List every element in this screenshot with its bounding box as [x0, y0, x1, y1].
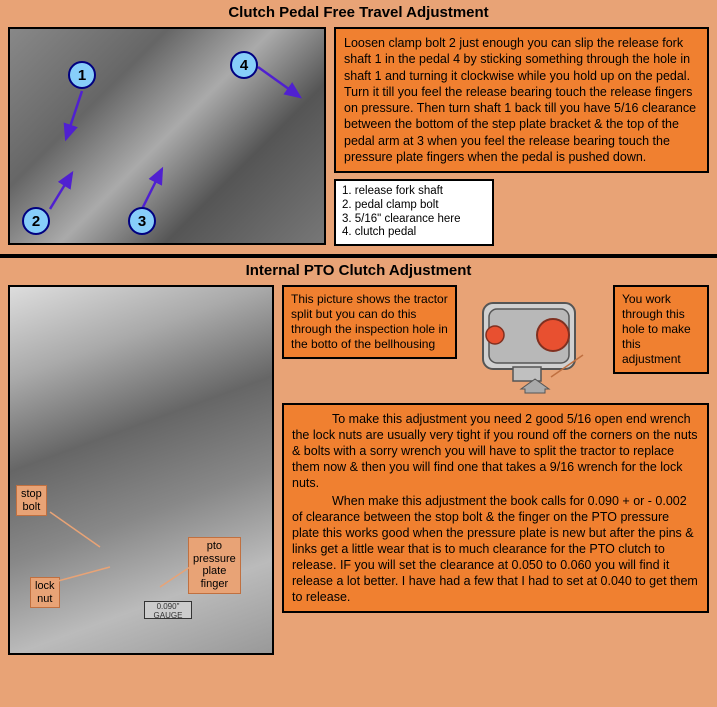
- clutch-legend: 1. release fork shaft 2. pedal clamp bol…: [334, 179, 494, 246]
- marker-1: 1: [68, 61, 96, 89]
- section2-right: This picture shows the tractor split but…: [282, 285, 709, 613]
- note-work-hole: You work through this hole to make this …: [613, 285, 709, 374]
- section1: 1 2 3 4 Loosen clamp bolt 2 just enough …: [0, 27, 717, 246]
- section2-top-row: This picture shows the tractor split but…: [282, 285, 709, 395]
- label-lock-nut: lock nut: [30, 577, 60, 608]
- clutch-instructions: Loosen clamp bolt 2 just enough you can …: [334, 27, 709, 173]
- section2: stop bolt lock nut pto pressure plate fi…: [0, 285, 717, 655]
- gauge-label: 0.090" GAUGE: [144, 601, 192, 619]
- section2-title: Internal PTO Clutch Adjustment: [0, 258, 717, 285]
- pto-p1: To make this adjustment you need 2 good …: [292, 411, 699, 491]
- legend-3: 3. 5/16" clearance here: [342, 213, 486, 227]
- marker-4: 4: [230, 51, 258, 79]
- section1-right: Loosen clamp bolt 2 just enough you can …: [334, 27, 709, 246]
- section2-row: stop bolt lock nut pto pressure plate fi…: [8, 285, 709, 655]
- label-stop-bolt: stop bolt: [16, 485, 47, 516]
- legend-2: 2. pedal clamp bolt: [342, 199, 486, 213]
- arrow-overlay: [10, 29, 324, 243]
- legend-1: 1. release fork shaft: [342, 185, 486, 199]
- section1-title: Clutch Pedal Free Travel Adjustment: [0, 0, 717, 27]
- pto-p2: When make this adjustment the book calls…: [292, 493, 699, 605]
- marker-2: 2: [22, 207, 50, 235]
- bellhousing-diagram: [465, 285, 605, 395]
- legend-4: 4. clutch pedal: [342, 226, 486, 240]
- note-inspection-hole: This picture shows the tractor split but…: [282, 285, 457, 359]
- pto-instructions: To make this adjustment you need 2 good …: [282, 403, 709, 613]
- clutch-pedal-photo: 1 2 3 4: [8, 27, 326, 245]
- pto-photo: stop bolt lock nut pto pressure plate fi…: [8, 285, 274, 655]
- label-pto-finger: pto pressure plate finger: [188, 537, 241, 594]
- marker-3: 3: [128, 207, 156, 235]
